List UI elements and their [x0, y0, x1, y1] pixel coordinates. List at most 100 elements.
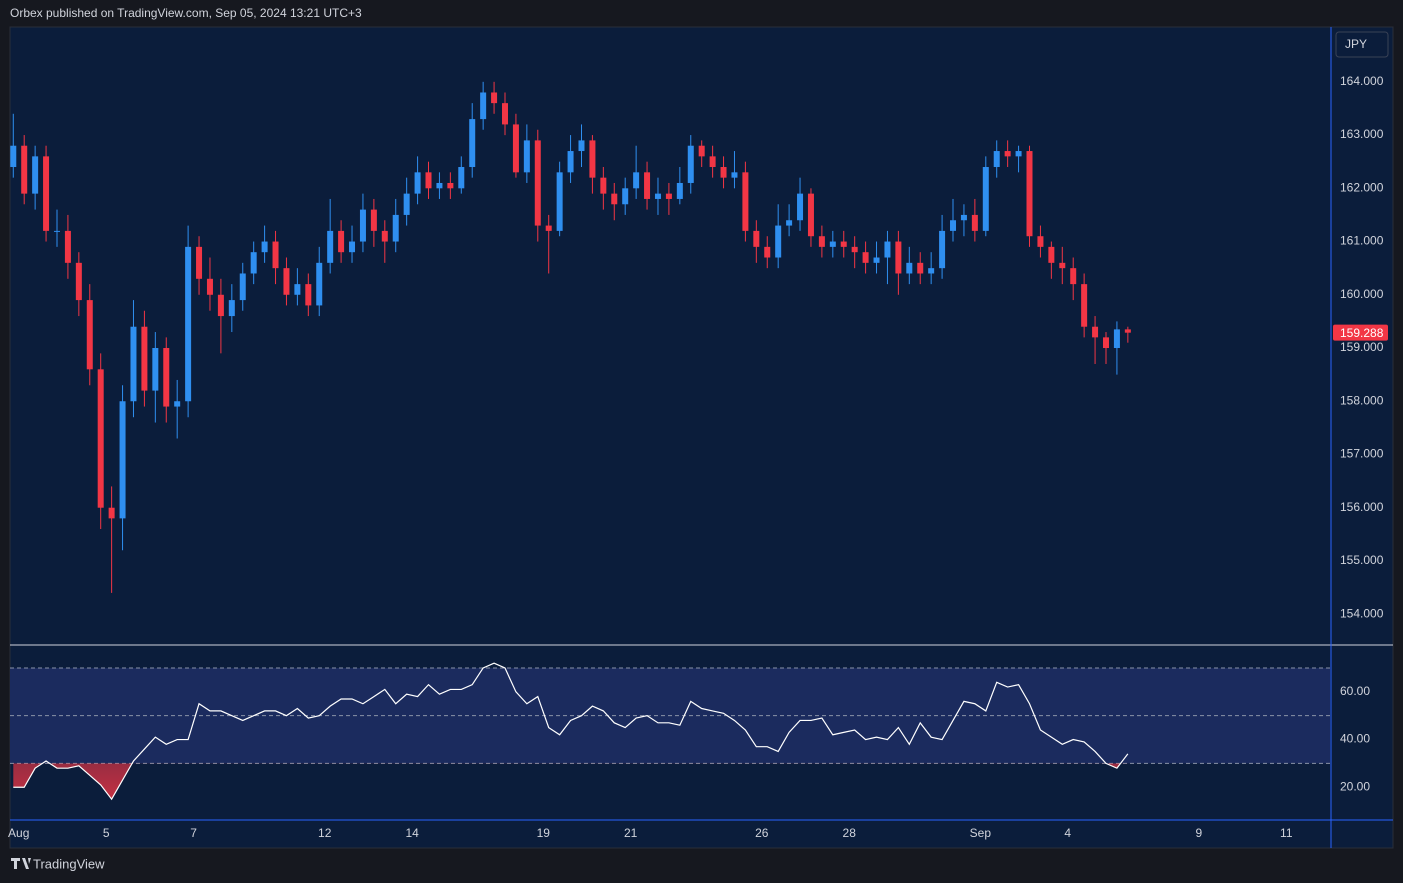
candle-body — [720, 167, 727, 178]
candle-body — [469, 119, 476, 168]
candle-body — [141, 326, 148, 391]
x-tick-label: 26 — [755, 826, 769, 840]
y-tick-label: 155.000 — [1340, 553, 1384, 567]
candle-body — [1015, 151, 1022, 157]
candle-body — [436, 182, 443, 189]
candle-body — [797, 193, 804, 221]
candle-body — [982, 167, 989, 231]
candle-body — [764, 246, 771, 258]
candle-body — [305, 284, 312, 306]
candle-body — [327, 230, 334, 263]
candle-body — [895, 241, 902, 274]
candle-body — [32, 156, 39, 194]
candle-body — [698, 145, 705, 157]
candle-body — [1026, 151, 1033, 237]
candle-body — [239, 273, 246, 301]
candle-body — [108, 507, 115, 519]
candle-body — [261, 241, 268, 253]
candle-body — [1048, 246, 1055, 263]
y-tick-label: 40.00 — [1340, 732, 1370, 746]
currency-button[interactable] — [1335, 31, 1389, 58]
candle-body — [556, 172, 563, 231]
candle-body — [86, 300, 93, 370]
candle-body — [294, 284, 301, 295]
candle-body — [414, 172, 421, 194]
x-tick-label: 12 — [318, 826, 332, 840]
candle-body — [359, 209, 366, 242]
x-tick-label: Aug — [8, 826, 29, 840]
y-tick-label: 159.000 — [1340, 340, 1384, 354]
candle-body — [993, 151, 1000, 168]
candle-body — [600, 177, 607, 194]
candle-body — [185, 246, 192, 402]
candle-body — [316, 262, 323, 306]
candle-body — [676, 182, 683, 199]
candles — [10, 81, 1131, 593]
candle-body — [502, 103, 508, 125]
candle-body — [425, 172, 432, 189]
candle-body — [611, 193, 618, 205]
candle-body — [447, 182, 454, 189]
candle-body — [43, 156, 50, 231]
oversold-area — [13, 763, 1128, 800]
last-price-tag — [1333, 324, 1388, 341]
candle-body — [21, 145, 28, 194]
candle-body — [644, 172, 651, 199]
candle-body — [392, 214, 399, 242]
candle-body — [786, 220, 793, 226]
candle-body — [75, 262, 82, 301]
candle-body — [206, 278, 213, 295]
last-price-label: 159.288 — [1340, 326, 1384, 340]
candle-body — [163, 348, 170, 407]
candle-body — [960, 214, 967, 221]
candle-body — [1037, 236, 1044, 247]
candle-body — [97, 369, 104, 508]
candle-body — [1102, 337, 1109, 349]
candle-body — [338, 230, 345, 253]
candle-body — [53, 230, 60, 232]
candle-body — [534, 140, 541, 226]
candle-body — [217, 294, 224, 317]
candle-body — [917, 262, 924, 274]
candle-body — [403, 193, 410, 215]
publisher-line: Orbex published on TradingView.com, Sep … — [10, 6, 362, 20]
x-tick-label: 9 — [1196, 826, 1203, 840]
candle-body — [840, 241, 847, 247]
currency-label: JPY — [1345, 37, 1367, 51]
x-tick-label: 5 — [103, 826, 110, 840]
candle-body — [10, 145, 17, 168]
y-tick-label: 60.00 — [1340, 684, 1370, 698]
candle-body — [1113, 329, 1120, 349]
y-tick-label: 162.000 — [1340, 180, 1384, 194]
candle-body — [742, 172, 749, 231]
candle-body — [196, 246, 203, 279]
candle-body — [152, 348, 159, 391]
candle-body — [1070, 268, 1077, 285]
y-tick-label: 164.000 — [1340, 74, 1384, 88]
candle-body — [64, 230, 71, 263]
logo-text: TradingView — [33, 856, 105, 871]
y-tick-label: 156.000 — [1340, 500, 1384, 514]
candle-body — [589, 140, 596, 178]
candle-body — [884, 241, 891, 258]
candle-body — [1004, 151, 1011, 157]
x-tick-label: 4 — [1064, 826, 1071, 840]
logo: TradingView — [11, 856, 105, 871]
candle-body — [862, 252, 869, 263]
candle-body — [250, 252, 257, 274]
candle-body — [523, 140, 530, 173]
candle-body — [654, 193, 661, 199]
y-tick-label: 20.00 — [1340, 779, 1370, 793]
candle-body — [545, 225, 552, 231]
candle-body — [1081, 284, 1088, 327]
candle-body — [174, 401, 181, 407]
candle-body — [119, 401, 126, 519]
candle-body — [939, 230, 946, 269]
candle-body — [512, 124, 519, 173]
y-tick-label: 157.000 — [1340, 447, 1384, 461]
candle-body — [272, 241, 279, 269]
x-tick-label: Sep — [970, 826, 992, 840]
candle-body — [567, 151, 574, 173]
y-tick-label: 163.000 — [1340, 127, 1384, 141]
